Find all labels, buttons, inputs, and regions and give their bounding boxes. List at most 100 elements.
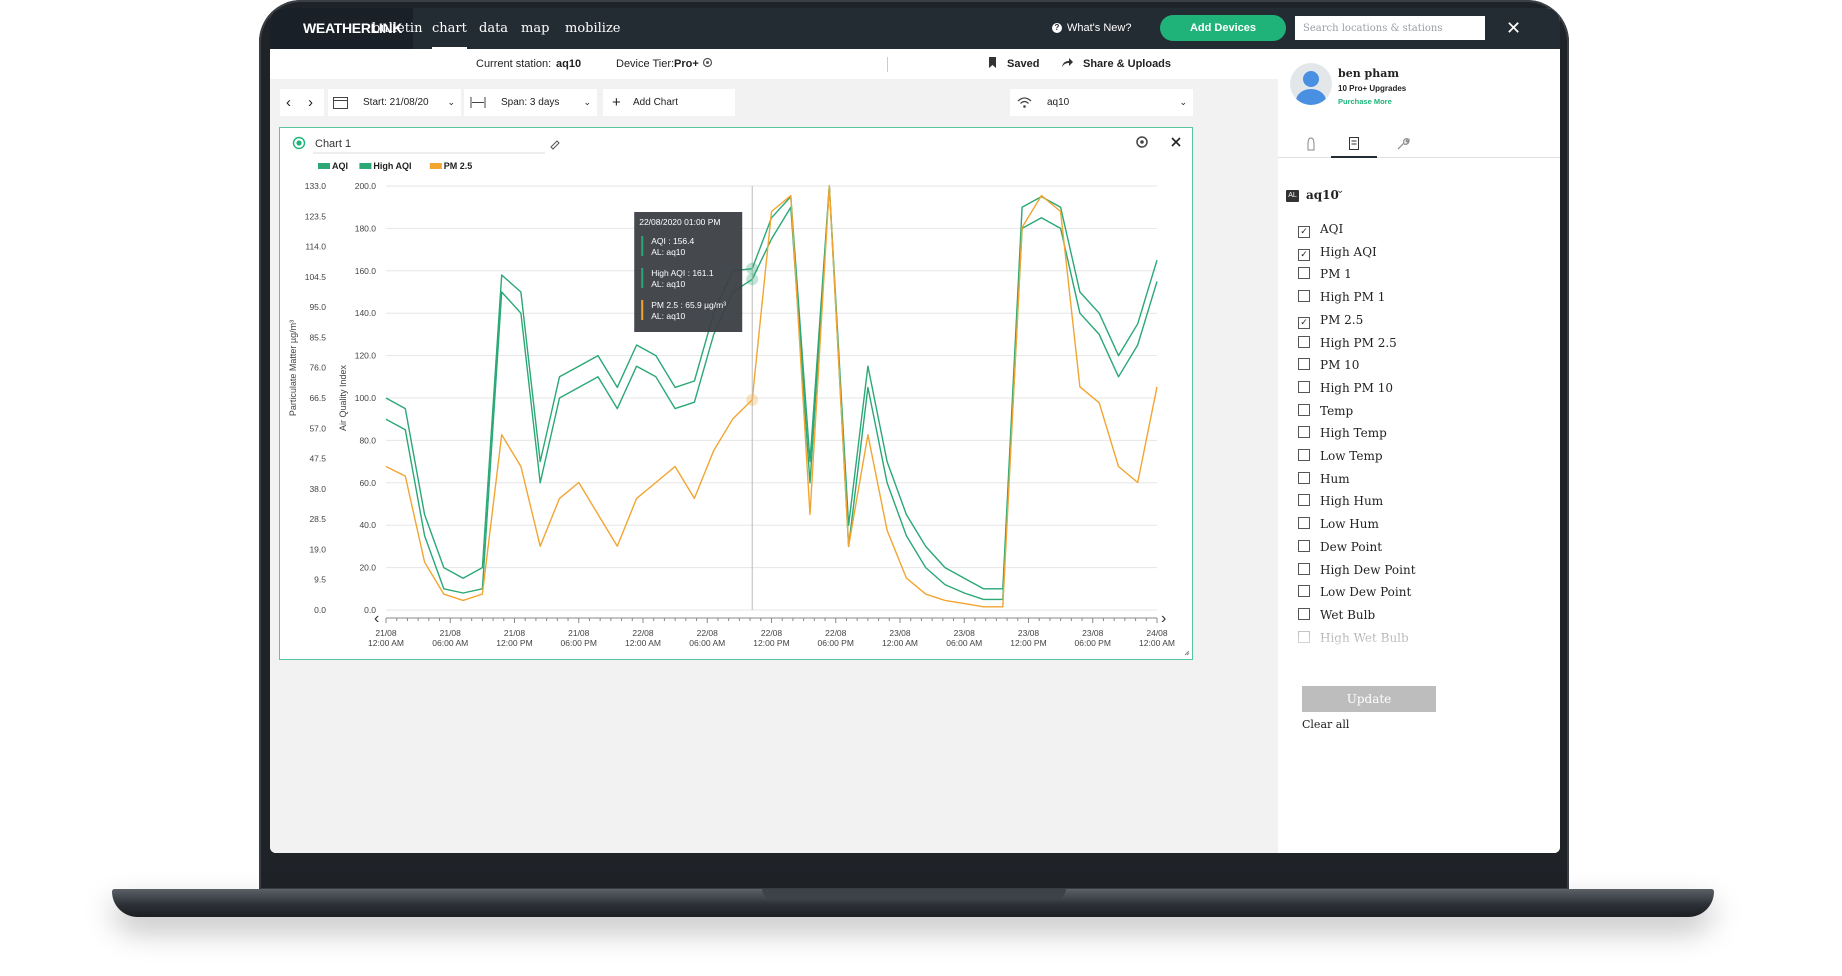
checkbox-checked[interactable]: ✓ [1298, 316, 1310, 329]
whats-new-link[interactable]: ? What's New? [1052, 8, 1131, 49]
plus-icon: + [612, 94, 621, 111]
next-button[interactable]: › [308, 94, 313, 111]
checkbox[interactable] [1298, 403, 1310, 416]
sensor-item[interactable]: ✓ AQI [1298, 219, 1343, 239]
nav-map[interactable]: map [521, 21, 550, 36]
x-tick-date: 22/08 [825, 628, 847, 638]
checkbox[interactable] [1298, 358, 1310, 371]
aqi-tick-label: 100.0 [355, 393, 377, 403]
sensor-item-label: PM 1 [1320, 267, 1352, 282]
checkbox[interactable] [1298, 539, 1310, 552]
weatherlink-logo[interactable]: WEATHERLINK [270, 8, 413, 49]
sensor-item[interactable]: High Dew Point [1298, 560, 1416, 580]
sensor-item[interactable]: Temp [1298, 401, 1353, 421]
checkbox[interactable] [1298, 517, 1310, 530]
share-icon[interactable] [1061, 49, 1074, 79]
tab-sensors[interactable] [1331, 133, 1377, 158]
sensor-item[interactable]: ✓ PM 2.5 [1298, 310, 1363, 330]
tier-settings-icon[interactable] [702, 49, 713, 79]
checkbox[interactable] [1298, 290, 1310, 303]
avatar[interactable] [1290, 63, 1332, 105]
prev-button[interactable]: ‹ [286, 94, 291, 111]
checkbox[interactable] [1298, 562, 1310, 575]
sensor-item[interactable]: Dew Point [1298, 537, 1382, 557]
checkbox-checked[interactable]: ✓ [1298, 248, 1310, 261]
sensor-item-label: PM 10 [1320, 358, 1360, 373]
x-scroll-right-icon[interactable]: › [1161, 610, 1166, 627]
legend-label: High AQI [373, 161, 411, 171]
start-date-select[interactable]: Start: 21/08/20 ⌄ [328, 89, 461, 116]
sidebar: ben pham 10 Pro+ Upgrades Purchase More … [1278, 49, 1560, 853]
checkbox[interactable] [1298, 471, 1310, 484]
checkbox-checked[interactable]: ✓ [1298, 226, 1310, 238]
share-uploads-button[interactable]: Share & Uploads [1083, 58, 1172, 70]
aqi-tick-label: 0.0 [364, 605, 376, 615]
x-tick-date: 23/08 [1018, 628, 1040, 638]
edit-pencil-icon[interactable] [550, 140, 560, 150]
purchase-more-link[interactable]: Purchase More [1338, 97, 1392, 106]
sensor-item[interactable]: Low Hum [1298, 514, 1379, 534]
saved-button[interactable]: Saved [1007, 58, 1040, 70]
x-tick-time: 06:00 AM [432, 638, 468, 648]
clear-all-link[interactable]: Clear all [1302, 718, 1350, 731]
sensor-item-label: High PM 2.5 [1320, 335, 1397, 350]
x-scroll-left-icon[interactable]: ‹ [374, 610, 379, 627]
checkbox[interactable] [1298, 380, 1310, 393]
sensor-item[interactable]: PM 10 [1298, 355, 1359, 375]
checkbox[interactable] [1298, 494, 1310, 507]
bookmark-icon[interactable] [988, 49, 997, 79]
sensor-item-label: High AQI [1320, 244, 1377, 259]
add-chart-button[interactable]: + Add Chart [603, 89, 735, 116]
search-input[interactable] [1295, 16, 1485, 40]
checkbox[interactable] [1298, 449, 1310, 461]
nav-mobilize[interactable]: mobilize [565, 21, 621, 36]
sensor-item[interactable]: High PM 10 [1298, 378, 1393, 398]
x-tick-time: 12:00 AM [1139, 638, 1175, 648]
sensor-item[interactable]: PM 1 [1298, 264, 1352, 284]
checkbox[interactable] [1298, 585, 1310, 598]
sensor-item-label: Dew Point [1320, 539, 1383, 554]
x-tick-time: 12:00 PM [753, 638, 789, 648]
x-tick-date: 22/08 [697, 628, 719, 638]
update-button[interactable]: Update [1302, 686, 1436, 712]
device-tier-value: Pro+ [674, 58, 699, 70]
sensor-item[interactable]: High PM 2.5 [1298, 333, 1397, 353]
tooltip-color-bar [641, 268, 644, 288]
add-devices-button[interactable]: Add Devices [1160, 15, 1286, 41]
sensor-item[interactable]: Hum [1298, 469, 1350, 489]
sensor-item[interactable]: High PM 1 [1298, 287, 1385, 307]
nav-bulletin[interactable]: bulletin [372, 21, 423, 36]
x-tick-time: 12:00 AM [882, 638, 918, 648]
nav-data[interactable]: data [479, 21, 509, 36]
upgrades-count: 10 Pro+ Upgrades [1338, 84, 1407, 93]
sensor-item[interactable]: Wet Bulb [1298, 605, 1375, 625]
station-select[interactable]: aq10 ⌄ [1010, 89, 1193, 116]
settings-gear-icon[interactable] [1136, 136, 1148, 148]
sensor-item[interactable]: High Hum [1298, 491, 1383, 511]
chevron-down-icon[interactable]: ⌄ [1336, 185, 1345, 196]
checkbox[interactable] [1298, 267, 1310, 280]
close-chart-icon[interactable] [1171, 137, 1181, 147]
sensor-item[interactable]: ✓ High AQI [1298, 242, 1377, 262]
resize-handle-icon [1184, 650, 1190, 656]
pm-tick-label: 0.0 [314, 605, 326, 615]
chart-toggle-icon[interactable] [292, 136, 306, 150]
checkbox[interactable] [1298, 335, 1310, 348]
sensor-item[interactable]: Low Temp [1298, 446, 1383, 466]
add-chart-label: Add Chart [633, 97, 679, 108]
sidebar-tabs [1278, 133, 1560, 158]
span-select[interactable]: Span: 3 days ⌄ [464, 89, 597, 116]
tab-station-icon[interactable] [1306, 137, 1316, 151]
nav-chart[interactable]: chart [432, 8, 467, 49]
aqi-axis-label: Air Quality Index [338, 364, 348, 431]
checkbox[interactable] [1298, 426, 1310, 439]
pm-tick-label: 133.0 [305, 181, 327, 191]
sensor-item[interactable]: High Temp [1298, 423, 1387, 443]
checkbox[interactable] [1298, 607, 1310, 620]
tab-tools-icon[interactable] [1396, 137, 1410, 151]
close-icon[interactable]: ✕ [1506, 18, 1522, 38]
sensor-item[interactable]: Low Dew Point [1298, 582, 1411, 602]
sidebar-station-name[interactable]: aq10 [1306, 188, 1339, 202]
sensor-item-label: High Dew Point [1320, 562, 1416, 577]
x-tick-time: 06:00 PM [818, 638, 854, 648]
